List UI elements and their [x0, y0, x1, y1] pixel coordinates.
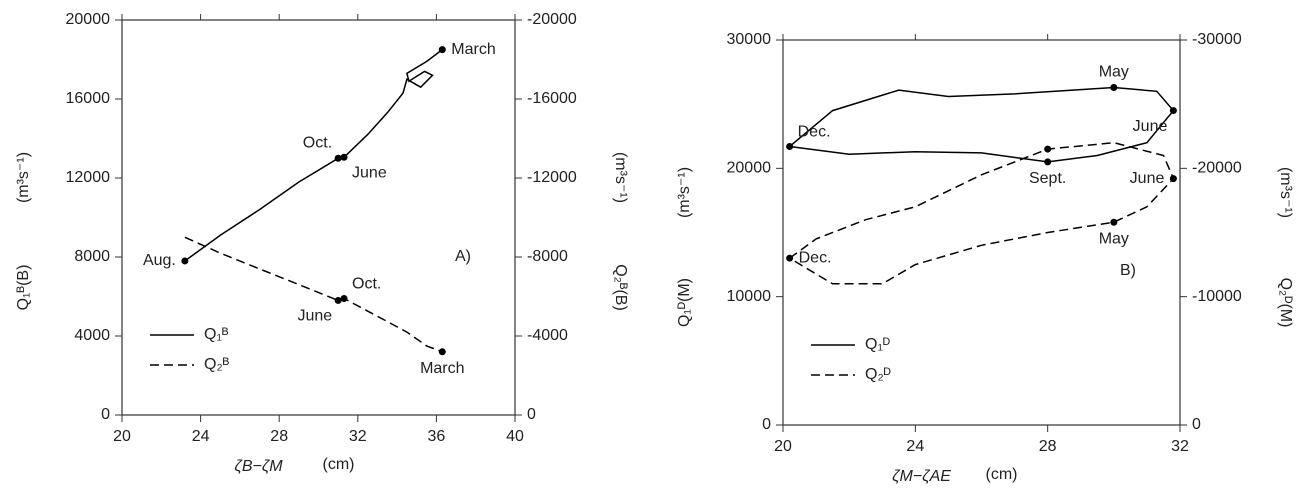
y2-tick-label: 0	[1192, 416, 1201, 433]
data-point	[438, 46, 446, 54]
data-point	[334, 154, 342, 162]
y2-tick-label: -4000	[527, 327, 568, 344]
series-line	[789, 86, 1175, 163]
x-tick-label: 20	[774, 438, 792, 455]
point-label: March	[451, 41, 495, 58]
y-tick-label: 20000	[66, 11, 111, 28]
point-label: March	[420, 360, 464, 377]
x-tick-label: 28	[270, 428, 288, 445]
point-label: Dec.	[799, 249, 832, 266]
panel-label: B)	[1120, 262, 1136, 279]
legend-label: Q₁ᴰ	[865, 336, 890, 353]
series-line	[789, 141, 1175, 285]
y-tick-label: 4000	[74, 327, 110, 344]
x-tick-label: 24	[906, 438, 924, 455]
data-point	[1044, 145, 1052, 153]
y-axis-label: Q₁ᴮ(B)	[15, 265, 32, 311]
y-tick-label: 12000	[66, 169, 111, 186]
y-tick-label: 0	[762, 416, 771, 433]
legend-label: Q₂ᴰ	[865, 366, 891, 383]
data-point	[181, 257, 189, 265]
y2-tick-label: 0	[527, 406, 536, 423]
y-axis-unit: (m³s⁻¹)	[676, 167, 693, 218]
x-axis-label: ζM−ζAE	[892, 468, 951, 485]
data-point	[1044, 158, 1052, 166]
y2-axis-label: Q₂ᴰ(M)	[1277, 278, 1294, 328]
point-label: Aug.	[143, 252, 176, 269]
y2-tick-label: -10000	[1192, 288, 1242, 305]
data-point	[1169, 175, 1177, 183]
x-tick-label: 24	[192, 428, 210, 445]
point-label: May	[1099, 64, 1129, 81]
plot-frame	[121, 19, 516, 416]
y2-tick-label: -12000	[527, 169, 577, 186]
point-label: Dec.	[798, 124, 831, 141]
y2-tick-label: -30000	[1192, 31, 1242, 48]
y2-axis-label: Q₂ᴮ(B)	[612, 264, 629, 311]
x-tick-label: 20	[113, 428, 131, 445]
point-label: June	[297, 308, 332, 325]
point-label: June	[1133, 118, 1168, 135]
y-tick-label: 30000	[727, 31, 772, 48]
y-tick-label: 16000	[66, 90, 111, 107]
data-point	[786, 254, 794, 262]
point-label: June	[352, 164, 387, 181]
legend-label: Q₂ᴮ	[204, 356, 230, 373]
y2-axis-unit: (m³s⁻¹)	[612, 152, 629, 203]
y2-tick-label: -16000	[527, 90, 577, 107]
x-axis-unit: (cm)	[986, 466, 1018, 483]
y-tick-label: 8000	[74, 248, 110, 265]
y-axis-label: Q₁ᴰ(M)	[676, 278, 693, 327]
data-point	[340, 153, 348, 161]
data-point	[1169, 107, 1177, 115]
legend-label: Q₁ᴮ	[204, 326, 229, 343]
series-line	[184, 49, 443, 262]
point-label: May	[1099, 230, 1129, 247]
y2-tick-label: -20000	[1192, 160, 1242, 177]
data-point	[1110, 218, 1118, 226]
x-tick-label: 32	[349, 428, 367, 445]
data-point	[438, 348, 446, 356]
data-point	[786, 143, 794, 151]
x-tick-label: 36	[428, 428, 446, 445]
panel-label: A)	[455, 248, 471, 265]
point-label: Oct.	[303, 134, 332, 151]
plot-frame	[782, 39, 1181, 426]
data-point	[334, 296, 342, 304]
y-tick-label: 10000	[727, 288, 772, 305]
point-label: Oct.	[352, 276, 381, 293]
x-tick-label: 40	[506, 428, 524, 445]
data-point	[340, 294, 348, 302]
y-axis-unit: (m³s⁻¹)	[15, 152, 32, 203]
data-point	[1110, 83, 1118, 91]
y2-tick-label: -8000	[527, 248, 568, 265]
y-tick-label: 20000	[727, 160, 772, 177]
x-axis-label: ζB−ζM	[234, 458, 283, 475]
x-tick-label: 32	[1171, 438, 1189, 455]
x-axis-unit: (cm)	[323, 456, 355, 473]
point-label: Sept.	[1029, 170, 1066, 187]
y-tick-label: 0	[101, 406, 110, 423]
x-tick-label: 28	[1039, 438, 1057, 455]
point-label: June	[1130, 170, 1165, 187]
y2-tick-label: -20000	[527, 11, 577, 28]
y2-axis-unit: (m³s⁻¹)	[1277, 167, 1294, 218]
